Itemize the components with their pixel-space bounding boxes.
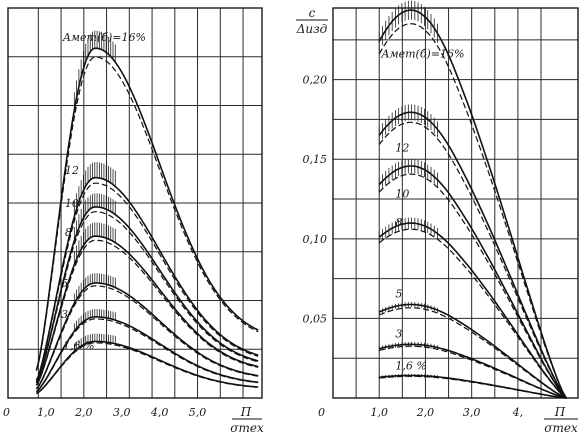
x-tick-label: 2,0 xyxy=(74,406,93,419)
x-tick-label: 1,0 xyxy=(37,406,55,419)
series-label: 10 xyxy=(395,187,409,200)
series-line-dashed xyxy=(378,121,567,399)
y-tick-label: 0,20 xyxy=(303,74,328,87)
series-label: 5 xyxy=(61,277,68,290)
series-line-solid xyxy=(35,282,259,390)
x-tick-label: 3,0 xyxy=(463,406,481,419)
series-5: 3 xyxy=(35,308,259,393)
series-label: 3 xyxy=(395,328,402,341)
series-line-dashed xyxy=(35,182,259,382)
right-chart: Aмет(б)=16% 12 10 8 5 3 1,6 % 0,05 0,10 0,15 0,20 0… xyxy=(296,0,579,435)
y-axis-label-numerator: c xyxy=(309,6,316,20)
series-line-solid xyxy=(35,47,259,371)
series-label: 3 xyxy=(61,308,68,321)
series-line-solid xyxy=(35,235,259,386)
series-line-solid xyxy=(35,206,259,384)
x-tick-label: 0 xyxy=(3,406,10,419)
x-tick-label: 3,0 xyxy=(113,406,131,419)
series-line-solid xyxy=(378,222,567,399)
series-0: Aмет(б)=16% xyxy=(35,30,259,371)
x-axis-label-numerator: П xyxy=(240,405,252,419)
series-line-dashed xyxy=(378,228,567,399)
series-line-dashed xyxy=(36,318,259,393)
series-line-dashed xyxy=(379,375,567,399)
x-tick-label: 1,0 xyxy=(370,406,388,419)
series-line-solid xyxy=(378,9,568,399)
x-tick-label: 4,0 xyxy=(150,406,169,419)
y-tick-label: 0,15 xyxy=(303,153,328,166)
series-label: 12 xyxy=(65,164,79,177)
x-axis-label-denominator: σтех xyxy=(544,421,578,435)
series-label: 8 xyxy=(65,226,72,239)
series-line-solid xyxy=(378,303,567,399)
x-tick-label: 4, xyxy=(512,406,524,419)
series-4: 5 xyxy=(35,273,259,390)
y-tick-label: 0,10 xyxy=(303,233,328,246)
series-label: 5 xyxy=(395,288,402,301)
series-line-dashed xyxy=(378,23,567,399)
series-6: 1,6 % xyxy=(35,333,259,395)
series-label: 8 xyxy=(395,216,402,229)
series-1: 12 xyxy=(35,162,259,382)
x-axis-label-denominator: σтех xyxy=(230,421,264,435)
series-3: 8 xyxy=(378,216,567,399)
plot-frame xyxy=(7,7,263,399)
series-line-dashed xyxy=(378,173,567,399)
series-line-dashed xyxy=(35,239,259,386)
x-tick-label: 0 xyxy=(318,406,325,419)
series-label: Aмет(б)=16% xyxy=(381,47,465,60)
series-line-dashed xyxy=(35,56,259,371)
series-line-dashed xyxy=(35,285,259,390)
series-line-solid xyxy=(378,111,567,399)
series-label: Aмет(б)=16% xyxy=(62,31,146,44)
y-tick-label: 0,05 xyxy=(303,312,328,325)
series-3: 8 xyxy=(35,222,259,386)
series-line-dashed xyxy=(36,342,259,395)
left-chart: Aмет(б)=16% 12 10 8 5 3 1,6 % 0 1,0 2,0 3,0 4,0 5,0 П… xyxy=(3,7,264,435)
series-line-dashed xyxy=(379,345,567,399)
series-5: 3 xyxy=(378,328,567,399)
series-4: 5 xyxy=(378,288,567,399)
series-2: 10 xyxy=(35,193,259,384)
series-line-solid xyxy=(35,176,259,381)
series-label: 1,6 % xyxy=(395,359,426,372)
series-6: 1,6 % xyxy=(378,359,567,399)
series-label: 1,6 % xyxy=(63,339,94,352)
series-line-solid xyxy=(378,165,567,399)
series-label: 12 xyxy=(395,141,409,154)
x-axis-label-numerator: П xyxy=(554,405,566,419)
series-label: 10 xyxy=(65,197,79,210)
series-2: 10 xyxy=(378,158,567,399)
plot-frame xyxy=(332,7,579,399)
series-0: Aмет(б)=16% xyxy=(378,0,568,399)
series-line-solid xyxy=(379,374,567,399)
series-line-dashed xyxy=(35,211,259,384)
x-tick-label: 2,0 xyxy=(416,406,435,419)
y-axis-label-denominator: Δизд xyxy=(296,22,328,36)
series-1: 12 xyxy=(378,104,567,399)
series-line-dashed xyxy=(378,307,567,399)
x-tick-label: 5,0 xyxy=(189,406,207,419)
